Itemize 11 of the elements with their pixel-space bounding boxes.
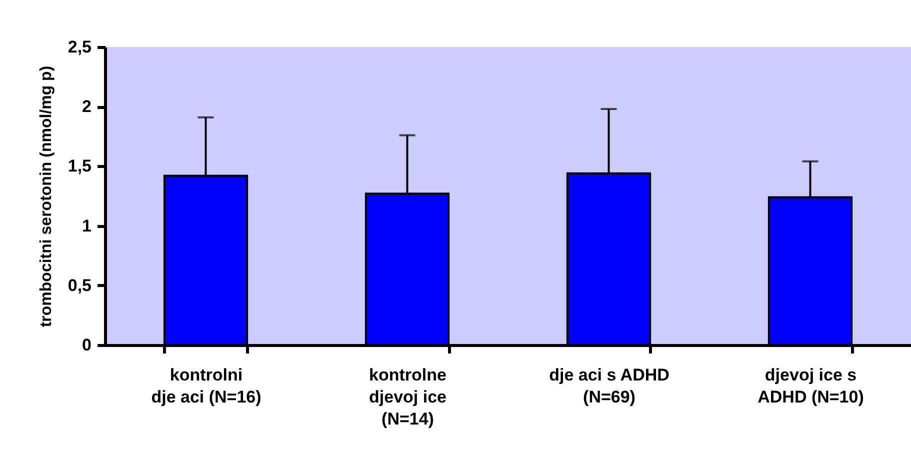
y-tick-label: 2,5 <box>68 38 92 56</box>
x-tick-label: dje aci s ADHD (N=69) <box>549 366 670 406</box>
y-tick-label: 2 <box>82 97 92 116</box>
x-tick-label: djevoj ice s ADHD (N=10) <box>758 366 864 406</box>
x-tick-label: kontrolni dje aci (N=16) <box>151 366 262 406</box>
y-tick-label: 0,5 <box>68 276 92 295</box>
x-tick-label: kontrolne djevoj ice (N=14) <box>369 366 446 428</box>
y-tick-label: 1 <box>82 216 92 236</box>
y-tick-label: 1,5 <box>68 156 92 176</box>
y-axis-title: trombocitni serotonin (nmol/mg p) <box>38 66 55 328</box>
y-tick-label: 0 <box>82 336 92 354</box>
